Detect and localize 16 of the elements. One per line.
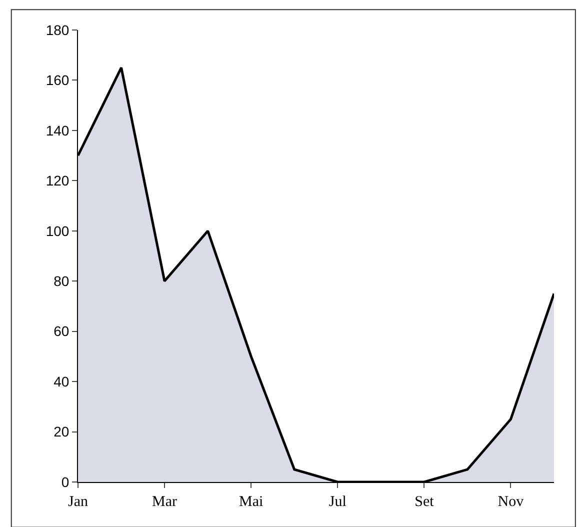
- y-tick-label: 160: [46, 72, 70, 88]
- y-tick-label: 60: [54, 323, 70, 340]
- x-tick-label: Jan: [68, 494, 88, 510]
- y-tick-label: 0: [61, 474, 70, 490]
- y-tick-label: 100: [46, 222, 70, 239]
- x-tick-label: Jul: [328, 494, 346, 510]
- x-tick-label: Nov: [498, 494, 524, 510]
- y-tick-label: 140: [46, 122, 70, 138]
- x-tick-label: Mai: [239, 494, 264, 510]
- y-tick-label: 80: [54, 273, 70, 290]
- x-tick-label: Set: [414, 494, 435, 510]
- y-tick-label: 180: [46, 22, 70, 38]
- y-tick-label: 40: [54, 373, 70, 390]
- y-tick-label: 120: [46, 172, 70, 189]
- x-tick-label: Mar: [152, 494, 178, 510]
- y-tick-label: 20: [54, 424, 70, 440]
